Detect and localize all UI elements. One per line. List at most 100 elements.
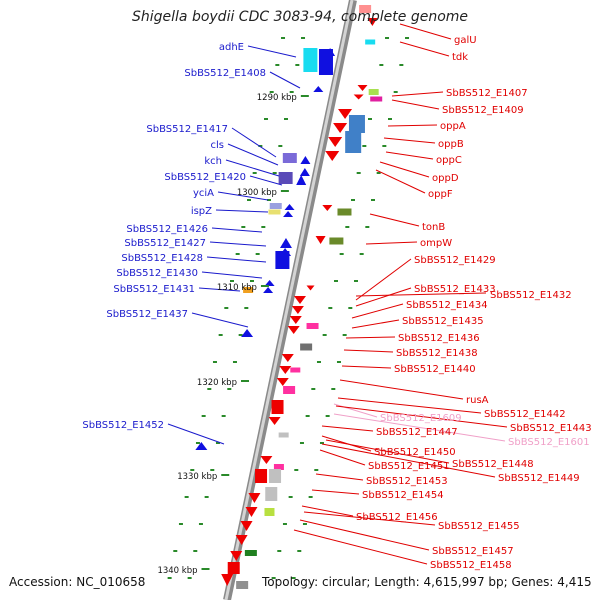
label-connector [315,473,364,481]
gene-label-reverse[interactable]: SbBS512_E1442 [484,409,566,420]
gene-label-reverse[interactable]: SbBS512_E1451 [368,461,450,472]
gene-label-reverse[interactable]: SbBS512_E1450 [374,447,456,458]
gene-label-reverse[interactable]: oppB [438,139,464,150]
gene-label-reverse[interactable]: SbBS512_E1448 [452,459,534,470]
gene-label-reverse[interactable]: oppC [436,155,462,166]
gene-label-reverse[interactable]: ompW [420,238,452,249]
gene-label-reverse[interactable]: SbBS512_E1429 [414,255,496,266]
label-connector [325,439,450,464]
gene-label-forward[interactable]: SbBS512_E1408 [184,68,266,79]
gene-label-forward[interactable]: SbBS512_E1428 [121,253,203,264]
gene-feature [227,562,240,574]
gene-feature [296,175,307,185]
gene-label-forward[interactable]: SbBS512_E1427 [124,238,206,249]
gene-label-reverse[interactable]: SbBS512_E1449 [498,473,580,484]
gene-label-reverse[interactable]: galU [454,35,477,46]
label-connector [319,449,366,466]
gene-feature [313,86,324,92]
gene-label-reverse[interactable]: SbBS512_E1433 [414,284,496,295]
label-connector [227,143,279,166]
scale-label: 1310 kbp [217,283,257,293]
gene-feature [240,521,253,531]
gene-feature [299,168,310,176]
gene-feature [357,85,368,91]
label-connector [217,191,269,201]
gene-label-reverse[interactable]: SbBS512_E1609 [380,413,462,424]
label-connector [387,124,438,127]
gene-label-reverse[interactable]: SbBS512_E1438 [396,348,478,359]
gene-label-forward[interactable]: yciA [193,188,214,199]
gene-feature [328,137,343,147]
gene-feature [255,469,268,483]
gene-label-reverse[interactable]: SbBS512_E1443 [510,423,592,434]
gene-feature [284,204,295,210]
gene-feature [300,156,311,164]
gene-label-reverse[interactable]: SbBS512_E1457 [432,546,514,557]
label-connector [269,71,301,89]
gene-label-reverse[interactable]: oppF [428,189,453,200]
gene-feature [248,493,261,503]
scale-label: 1290 kbp [257,93,297,103]
gene-label-reverse[interactable]: tdk [452,52,468,63]
gene-label-reverse[interactable]: SbBS512_E1458 [430,560,512,571]
gene-label-forward[interactable]: kch [204,156,222,167]
gene-label-reverse[interactable]: oppD [432,173,459,184]
gene-feature [303,48,318,72]
gene-label-reverse[interactable]: SbBS512_E1456 [356,512,438,523]
gene-label-forward[interactable]: SbBS512_E1420 [164,172,246,183]
label-connector [231,127,277,158]
gene-feature [236,581,249,589]
gene-label-forward[interactable]: SbBS512_E1437 [106,309,188,320]
label-connector [375,169,426,194]
gene-feature [368,89,379,95]
label-connector [201,271,263,279]
gene-label-reverse[interactable]: SbBS512_E1407 [446,88,528,99]
label-connector [299,519,430,551]
scale-label: 1300 kbp [237,188,277,198]
label-connector [311,489,360,495]
gene-label-reverse[interactable]: rusA [466,395,489,406]
gene-feature [345,131,362,153]
gene-label-reverse[interactable]: SbBS512_E1440 [394,364,476,375]
gene-label-forward[interactable]: adhE [219,42,244,53]
label-connector [385,151,434,160]
gene-label-forward[interactable]: SbBS512_E1452 [82,420,164,431]
gene-label-reverse[interactable]: oppA [440,121,466,132]
gene-label-forward[interactable]: SbBS512_E1417 [146,124,228,135]
gene-feature [279,248,292,256]
gene-feature [281,354,294,362]
gene-feature [365,39,376,45]
gene-feature [230,551,243,561]
gene-label-forward[interactable]: SbBS512_E1426 [126,224,208,235]
label-connector [339,379,464,400]
gene-label-reverse[interactable]: SbBS512_E1409 [442,105,524,116]
gene-label-reverse[interactable]: SbBS512_E1454 [362,490,444,501]
gene-feature [287,326,300,334]
gene-feature [235,535,248,545]
gene-label-reverse[interactable]: SbBS512_E1435 [402,316,484,327]
gene-label-forward[interactable]: cls [211,140,225,151]
gene-label-reverse[interactable]: SbBS512_E1436 [398,333,480,344]
label-connector [206,256,267,263]
gene-label-reverse[interactable]: tonB [422,222,445,233]
gene-feature [370,96,383,102]
gene-feature [260,456,273,464]
gene-feature [359,5,372,13]
gene-label-reverse[interactable]: SbBS512_E1434 [406,300,488,311]
gene-label-reverse[interactable]: SbBS512_E1455 [438,521,520,532]
gene-label-reverse[interactable]: SbBS512_E1453 [366,476,448,487]
label-connector [383,137,436,144]
gene-feature [283,211,294,217]
gene-label-reverse[interactable]: SbBS512_E1432 [490,290,572,301]
gene-label-reverse[interactable]: SbBS512_E1447 [376,427,458,438]
gene-label-reverse[interactable]: SbBS512_E1601 [508,437,590,448]
label-connector [341,365,392,369]
gene-label-forward[interactable]: SbBS512_E1430 [116,268,198,279]
scale-label: 1330 kbp [177,472,217,482]
gene-label-forward[interactable]: ispZ [191,206,212,217]
gene-feature [273,464,284,470]
gene-label-forward[interactable]: SbBS512_E1431 [113,284,195,295]
gene-feature [278,172,293,184]
label-connector [337,397,482,414]
